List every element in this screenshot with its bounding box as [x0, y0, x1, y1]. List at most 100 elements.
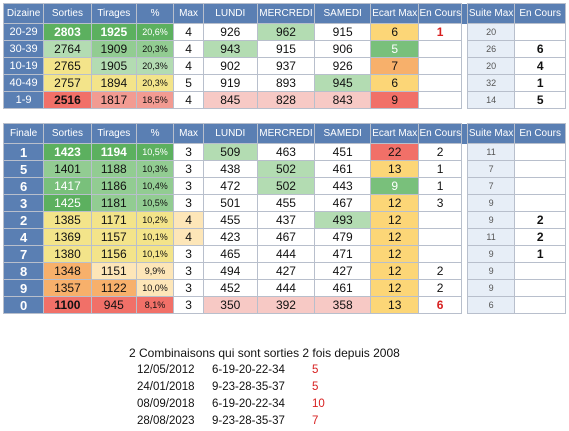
en-cours-2-cell	[514, 23, 566, 41]
combination-numbers: 9-23-28-35-37	[212, 381, 285, 393]
col-header-suite-max: Suite Max	[466, 123, 516, 144]
sorties-cell: 2764	[43, 40, 92, 58]
column-gap	[460, 40, 468, 58]
mercredi-cell: 427	[256, 262, 316, 280]
tirages-cell: 945	[90, 296, 137, 314]
sorties-cell: 1380	[43, 245, 92, 263]
col-header-pct: %	[135, 123, 175, 144]
col-header-en-cours-2: En Cours	[514, 123, 566, 144]
ecart-max-cell: 12	[369, 211, 420, 229]
tirages-cell: 1817	[90, 91, 137, 109]
combination-chance: 5	[312, 364, 319, 376]
row-label-cell: 9	[2, 279, 45, 297]
suite-max-cell: 32	[466, 74, 516, 92]
en-cours-cell: 1	[418, 177, 462, 195]
en-cours-2-cell	[514, 177, 566, 195]
samedi-cell: 471	[314, 245, 371, 263]
max-cell: 4	[173, 91, 204, 109]
suite-max-cell: 9	[466, 279, 516, 297]
suite-max-cell: 11	[466, 143, 516, 161]
en-cours-2-cell	[514, 160, 566, 178]
pct-cell: 10,4%	[135, 177, 175, 195]
max-cell: 4	[173, 57, 204, 75]
suite-max-cell: 14	[466, 91, 516, 109]
tirages-cell: 1181	[90, 194, 137, 212]
sorties-cell: 1423	[43, 143, 92, 161]
lundi-cell: 919	[202, 74, 258, 92]
suite-max-cell: 7	[466, 177, 516, 195]
en-cours-2-cell	[514, 262, 566, 280]
column-gap	[460, 74, 468, 92]
max-cell: 3	[173, 177, 204, 195]
suite-max-cell: 20	[466, 57, 516, 75]
table-header-row: Dizaine Sorties Tirages % Max LUNDI MERC…	[2, 3, 566, 24]
max-cell: 3	[173, 296, 204, 314]
samedi-cell: 945	[314, 74, 371, 92]
column-gap	[460, 160, 468, 178]
mercredi-cell: 962	[256, 23, 316, 41]
col-header-ecart-max: Ecart Max	[369, 3, 420, 24]
max-cell: 3	[173, 143, 204, 161]
samedi-cell: 461	[314, 160, 371, 178]
pct-cell: 10,1%	[135, 228, 175, 246]
tirages-cell: 1151	[90, 262, 137, 280]
mercredi-cell: 915	[256, 40, 316, 58]
table-row: 0 1100 945 8,1% 3 350 392 358 13 6 6	[2, 296, 566, 314]
lundi-cell: 494	[202, 262, 258, 280]
col-header-max: Max	[173, 3, 204, 24]
mercredi-cell: 444	[256, 279, 316, 297]
lundi-cell: 501	[202, 194, 258, 212]
en-cours-cell	[418, 211, 462, 229]
col-header-en-cours: En Cours	[418, 123, 462, 144]
en-cours-cell: 2	[418, 262, 462, 280]
col-header-mercredi: MERCREDI	[256, 3, 316, 24]
samedi-cell: 427	[314, 262, 371, 280]
ecart-max-cell: 7	[369, 57, 420, 75]
column-gap	[460, 245, 468, 263]
ecart-max-cell: 12	[369, 194, 420, 212]
sorties-cell: 1100	[43, 296, 92, 314]
table-row: 20-29 2803 1925 20,6% 4 926 962 915 6 1 20	[2, 23, 566, 41]
combination-numbers: 6-19-20-22-34	[212, 364, 285, 376]
col-header-ecart-max: Ecart Max	[369, 123, 420, 144]
suite-max-cell: 6	[466, 296, 516, 314]
column-gap	[460, 91, 468, 109]
lundi-cell: 465	[202, 245, 258, 263]
column-gap	[460, 143, 468, 161]
en-cours-cell: 6	[418, 296, 462, 314]
combination-numbers: 9-23-28-35-37	[212, 415, 285, 427]
row-label-cell: 10-19	[2, 57, 45, 75]
mercredi-cell: 467	[256, 228, 316, 246]
sorties-cell: 1385	[43, 211, 92, 229]
column-gap	[460, 194, 468, 212]
combination-chance: 7	[312, 415, 319, 427]
en-cours-2-cell	[514, 143, 566, 161]
table-row: 2 1385 1171 10,2% 4 455 437 493 12 9 2	[2, 211, 566, 229]
samedi-cell: 915	[314, 23, 371, 41]
tirages-cell: 1194	[90, 143, 137, 161]
en-cours-cell	[418, 74, 462, 92]
column-gap	[460, 57, 468, 75]
column-gap	[460, 177, 468, 195]
lundi-cell: 845	[202, 91, 258, 109]
sorties-cell: 1369	[43, 228, 92, 246]
lundi-cell: 472	[202, 177, 258, 195]
ecart-max-cell: 9	[369, 177, 420, 195]
sorties-cell: 2803	[43, 23, 92, 41]
sorties-cell: 1401	[43, 160, 92, 178]
col-header-max: Max	[173, 123, 204, 144]
lundi-cell: 902	[202, 57, 258, 75]
tirages-cell: 1925	[90, 23, 137, 41]
column-gap	[460, 296, 468, 314]
ecart-max-cell: 12	[369, 262, 420, 280]
combination-chance: 10	[312, 398, 325, 410]
row-label-cell: 1	[2, 143, 45, 161]
col-header-sorties: Sorties	[43, 3, 92, 24]
en-cours-2-cell	[514, 296, 566, 314]
sorties-cell: 1348	[43, 262, 92, 280]
samedi-cell: 461	[314, 279, 371, 297]
col-header-finale: Finale	[2, 123, 45, 144]
max-cell: 3	[173, 262, 204, 280]
suite-max-cell: 20	[466, 23, 516, 41]
lundi-cell: 509	[202, 143, 258, 161]
